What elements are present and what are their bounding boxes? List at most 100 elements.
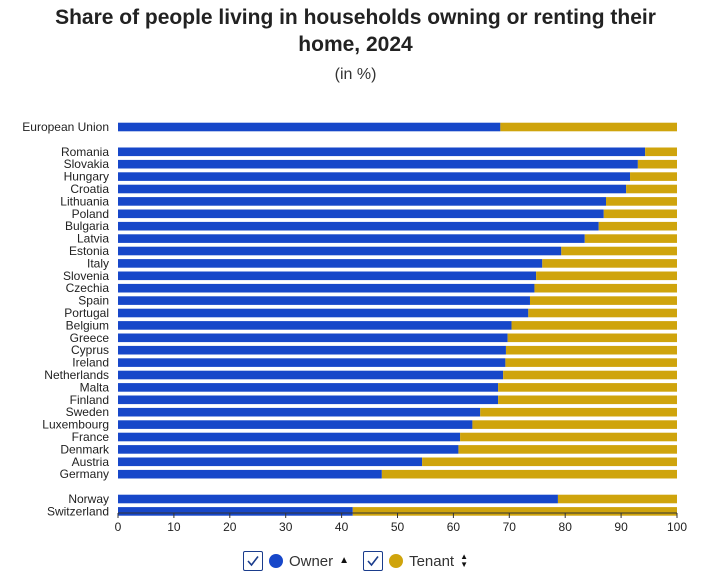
category-label-latvia: Latvia xyxy=(77,232,109,246)
owner-bar-hungary xyxy=(118,172,631,181)
category-label-greece: Greece xyxy=(70,331,110,345)
x-tick-label-10: 10 xyxy=(167,520,181,534)
sort-both-icon[interactable]: ▲ ▼ xyxy=(460,552,469,569)
x-tick-label-0: 0 xyxy=(115,520,122,534)
owner-bar-bulgaria xyxy=(118,221,599,231)
owner-bar-ireland xyxy=(118,358,506,367)
owner-label: Owner xyxy=(288,552,334,570)
tenant-bar-greece xyxy=(507,333,677,343)
category-label-france: France xyxy=(72,430,110,444)
category-label-poland: Poland xyxy=(72,207,109,221)
owner-bar-italy xyxy=(118,259,543,268)
tenant-bar-belgium xyxy=(511,321,677,330)
category-label-netherlands: Netherlands xyxy=(44,368,109,382)
tenant-label: Tenant xyxy=(409,552,455,570)
x-tick-label-70: 70 xyxy=(503,520,517,534)
category-label-austria: Austria xyxy=(72,455,110,469)
owner-bar-austria xyxy=(118,457,423,467)
tenant-bar-lithuania xyxy=(606,197,677,206)
owner-bar-malta xyxy=(118,383,499,392)
category-label-lithuania: Lithuania xyxy=(60,194,109,208)
category-label-spain: Spain xyxy=(78,294,109,308)
owner-bar-luxembourg xyxy=(118,420,473,429)
tenant-bar-latvia xyxy=(584,234,677,243)
category-label-cyprus: Cyprus xyxy=(71,343,109,357)
owner-bar-finland xyxy=(118,395,499,405)
category-label-finland: Finland xyxy=(70,393,109,407)
category-label-portugal: Portugal xyxy=(64,306,109,320)
tenant-bar-france xyxy=(460,432,677,442)
tenant-checkbox[interactable] xyxy=(363,551,384,571)
x-tick-label-50: 50 xyxy=(391,520,405,534)
owner-bar-estonia xyxy=(118,246,562,256)
owner-bar-spain xyxy=(118,296,530,305)
stacked-bar-chart: European Union RomaniaSlovakiaHungaryCroa… xyxy=(22,120,687,534)
x-tick-label-100: 100 xyxy=(667,520,687,534)
owner-checkbox[interactable] xyxy=(242,551,263,571)
category-label-switzerland: Switzerland xyxy=(47,504,109,518)
tenant-bar-cyprus xyxy=(505,345,677,355)
tenant-bar-spain xyxy=(529,296,677,305)
category-label-slovakia: Slovakia xyxy=(64,157,110,171)
owner-bar-sweden xyxy=(118,407,481,417)
tenant-bar-austria xyxy=(422,457,677,467)
tenant-bar-croatia xyxy=(626,184,677,194)
category-label-romania: Romania xyxy=(61,145,109,159)
tenant-bar-portugal xyxy=(528,308,677,318)
tenant-bar-germany xyxy=(381,469,677,479)
checkmark-icon xyxy=(247,556,259,567)
owner-bar-norway xyxy=(118,494,558,504)
tenant-bar-romania xyxy=(645,147,677,157)
tenant-bar-hungary xyxy=(630,172,677,181)
category-label-slovenia: Slovenia xyxy=(63,269,109,283)
tenant-bar-bulgaria xyxy=(598,221,677,231)
category-label-czechia: Czechia xyxy=(66,281,110,295)
x-tick-label-40: 40 xyxy=(335,520,349,534)
tenant-bar-netherlands xyxy=(503,370,677,380)
category-label-norway: Norway xyxy=(68,492,109,506)
owner-bar-portugal xyxy=(118,308,529,318)
owner-bar-netherlands xyxy=(118,370,504,380)
category-label-belgium: Belgium xyxy=(66,318,109,332)
owner-bar-lithuania xyxy=(118,197,607,206)
owner-bar-denmark xyxy=(118,445,459,454)
chart-title-line-1: Share of people living in households own… xyxy=(55,6,656,29)
category-label-luxembourg: Luxembourg xyxy=(42,418,109,432)
category-label-european-union: European Union xyxy=(22,120,109,134)
tenant-bar-ireland xyxy=(505,358,677,367)
category-label-ireland: Ireland xyxy=(72,356,109,370)
tenant-bar-slovakia xyxy=(637,159,677,169)
x-tick-label-90: 90 xyxy=(614,520,628,534)
owner-color-dot xyxy=(268,554,283,568)
tenant-bar-luxembourg xyxy=(472,420,677,429)
category-label-germany: Germany xyxy=(60,467,109,481)
chart-subtitle: (in %) xyxy=(334,66,377,83)
x-tick-label-80: 80 xyxy=(559,520,573,534)
owner-bar-slovenia xyxy=(118,271,537,281)
legend-item-tenant[interactable]: Tenant ▲ ▼ xyxy=(363,551,468,571)
chart-title: Share of people living in households own… xyxy=(0,4,711,58)
owner-bar-czechia xyxy=(118,283,535,293)
checkmark-icon xyxy=(367,556,379,567)
owner-bar-germany xyxy=(118,469,382,479)
x-tick-label-20: 20 xyxy=(223,520,237,534)
owner-bar-belgium xyxy=(118,321,512,330)
category-label-bulgaria: Bulgaria xyxy=(65,219,109,233)
tenant-bar-sweden xyxy=(480,407,677,417)
owner-bar-cyprus xyxy=(118,345,506,355)
owner-bar-greece xyxy=(118,333,508,343)
category-label-hungary: Hungary xyxy=(64,170,109,184)
sort-ascending-icon[interactable]: ▲ xyxy=(339,555,350,566)
tenant-bar-norway xyxy=(557,494,677,504)
legend-item-owner[interactable]: Owner ▲ xyxy=(242,551,350,571)
category-label-denmark: Denmark xyxy=(60,442,110,456)
tenant-bar-denmark xyxy=(458,445,677,454)
tenant-bar-slovenia xyxy=(536,271,677,281)
tenant-bar-finland xyxy=(498,395,677,405)
category-label-italy: Italy xyxy=(87,256,109,270)
tenant-color-dot xyxy=(389,554,404,568)
category-label-malta: Malta xyxy=(80,380,110,394)
tenant-bar-poland xyxy=(603,209,677,219)
tenant-bar-switzerland xyxy=(352,507,677,516)
x-tick-label-60: 60 xyxy=(447,520,461,534)
